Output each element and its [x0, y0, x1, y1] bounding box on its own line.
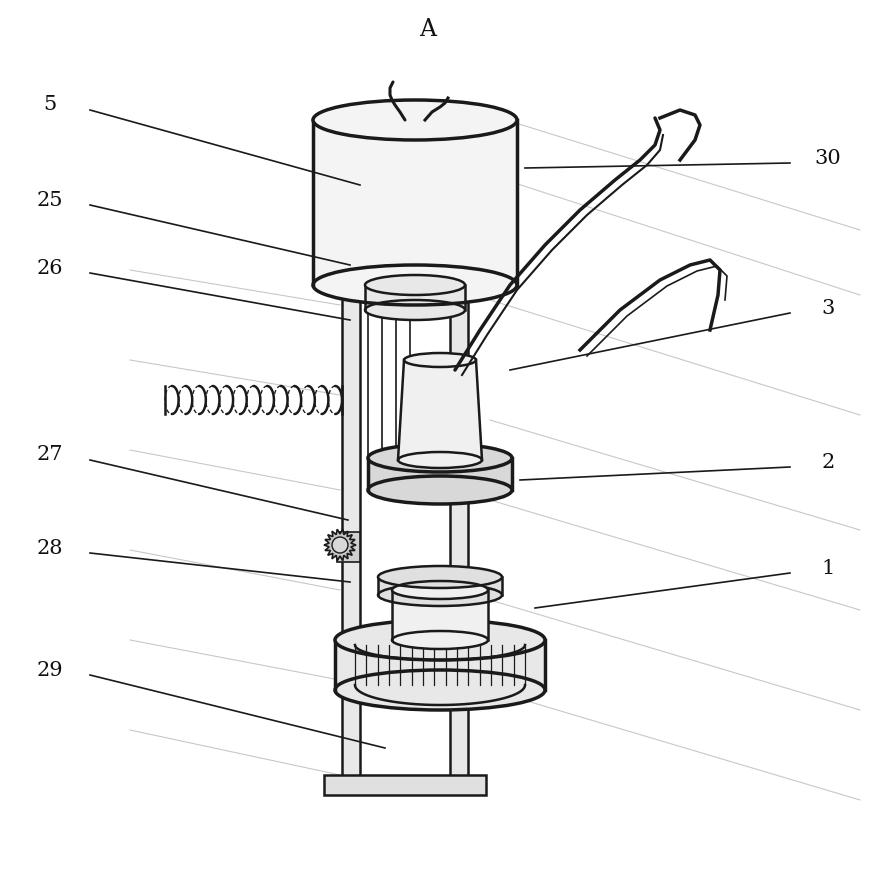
Polygon shape	[368, 458, 512, 490]
Polygon shape	[449, 295, 468, 780]
Polygon shape	[335, 640, 544, 690]
Ellipse shape	[392, 581, 488, 599]
Ellipse shape	[368, 444, 512, 472]
Polygon shape	[377, 577, 501, 595]
Text: 2: 2	[820, 453, 833, 471]
Text: A: A	[419, 18, 436, 41]
Polygon shape	[336, 532, 360, 562]
Ellipse shape	[397, 452, 481, 468]
Ellipse shape	[377, 584, 501, 606]
Text: 3: 3	[820, 299, 833, 317]
Ellipse shape	[335, 670, 544, 710]
Text: 5: 5	[43, 95, 56, 114]
Text: 25: 25	[36, 191, 63, 210]
Ellipse shape	[332, 537, 348, 553]
Polygon shape	[392, 590, 488, 640]
Polygon shape	[323, 775, 486, 795]
Ellipse shape	[392, 631, 488, 649]
Polygon shape	[397, 360, 481, 460]
Text: 30: 30	[813, 149, 840, 168]
Ellipse shape	[365, 275, 464, 295]
Text: 28: 28	[36, 538, 63, 558]
Text: 27: 27	[36, 446, 63, 464]
Polygon shape	[342, 277, 468, 295]
Ellipse shape	[365, 300, 464, 320]
Polygon shape	[323, 530, 355, 561]
Text: 26: 26	[36, 259, 63, 278]
Ellipse shape	[377, 566, 501, 588]
Ellipse shape	[368, 476, 512, 504]
Text: 29: 29	[36, 661, 63, 679]
Polygon shape	[342, 295, 360, 780]
Polygon shape	[313, 120, 516, 285]
Ellipse shape	[313, 100, 516, 140]
Polygon shape	[365, 285, 464, 310]
Ellipse shape	[313, 265, 516, 305]
Ellipse shape	[403, 353, 475, 367]
Text: 1: 1	[820, 558, 833, 578]
Ellipse shape	[335, 620, 544, 660]
